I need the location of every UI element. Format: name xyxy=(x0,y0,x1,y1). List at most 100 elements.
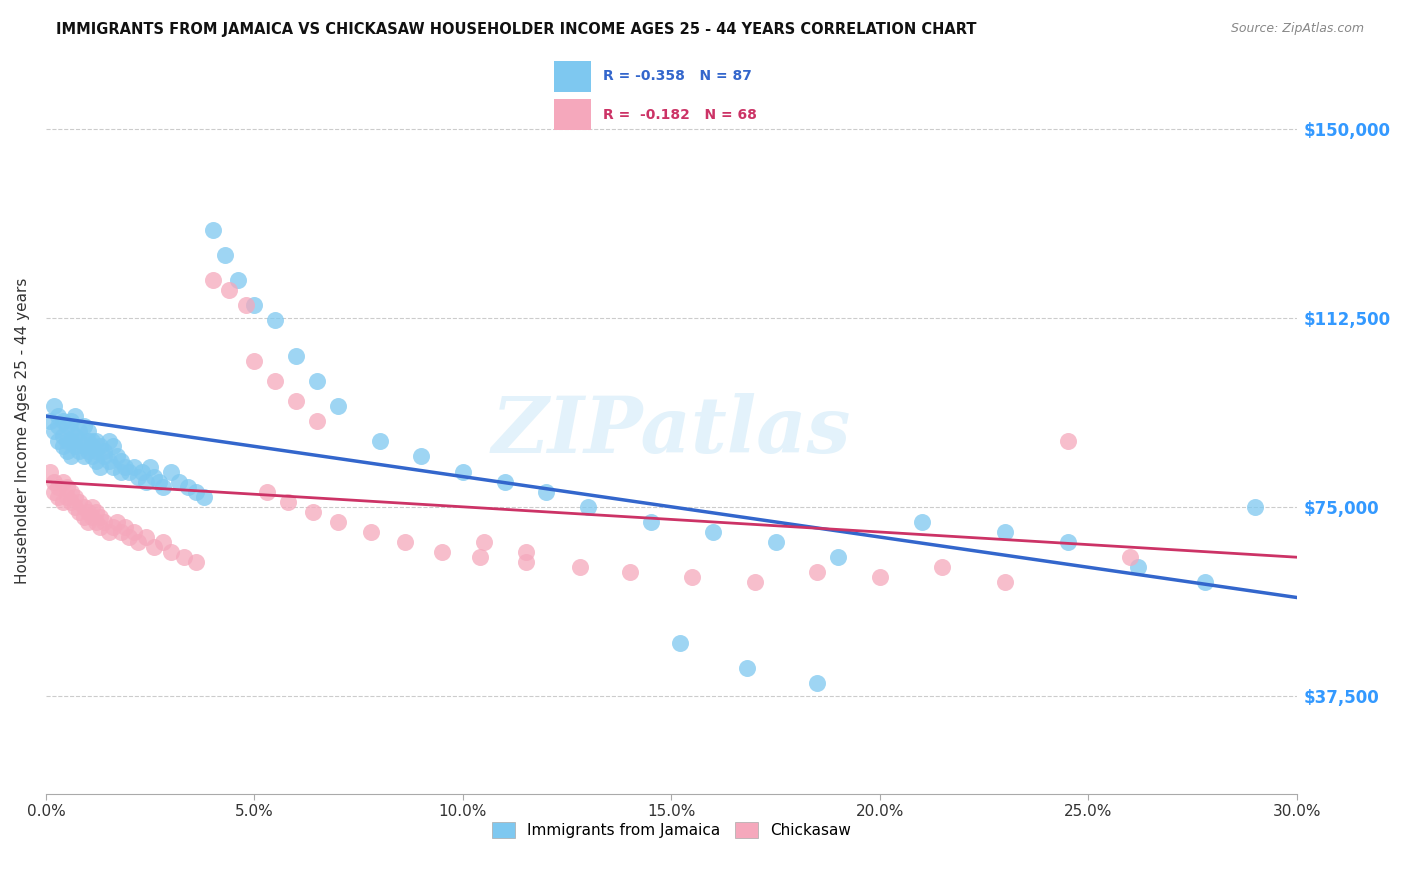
Point xyxy=(110,524,132,539)
Point xyxy=(52,495,75,509)
Point xyxy=(536,484,558,499)
Point xyxy=(668,636,690,650)
Point xyxy=(76,424,98,438)
Point xyxy=(143,540,166,554)
Point xyxy=(72,510,94,524)
Point xyxy=(44,399,66,413)
Point xyxy=(72,500,94,514)
Point xyxy=(56,434,79,449)
Point xyxy=(105,515,128,529)
Point xyxy=(101,459,124,474)
Point xyxy=(67,434,90,449)
Point xyxy=(184,484,207,499)
Point xyxy=(1194,575,1216,590)
Point xyxy=(84,515,107,529)
Point xyxy=(430,545,453,559)
Point xyxy=(806,676,828,690)
Point xyxy=(869,570,891,584)
Point xyxy=(193,490,215,504)
Point xyxy=(89,459,111,474)
Point xyxy=(127,469,149,483)
Point xyxy=(152,480,174,494)
Point xyxy=(101,439,124,453)
Point xyxy=(67,424,90,438)
Point xyxy=(201,273,224,287)
Point xyxy=(76,505,98,519)
Point xyxy=(619,566,641,580)
FancyBboxPatch shape xyxy=(554,99,591,130)
Point xyxy=(44,424,66,438)
Point xyxy=(80,439,103,453)
Point xyxy=(368,434,391,449)
Point xyxy=(72,419,94,434)
Point xyxy=(702,524,724,539)
Point xyxy=(264,374,287,388)
Point xyxy=(143,469,166,483)
Point xyxy=(72,439,94,453)
Point xyxy=(515,545,537,559)
Point xyxy=(59,414,82,428)
Point xyxy=(681,570,703,584)
Point xyxy=(911,515,934,529)
Point xyxy=(122,524,145,539)
Point xyxy=(80,434,103,449)
Point xyxy=(63,490,86,504)
Point xyxy=(765,535,787,549)
Point xyxy=(89,439,111,453)
Point xyxy=(63,429,86,443)
Point xyxy=(243,353,266,368)
Point xyxy=(52,475,75,489)
Point xyxy=(326,515,349,529)
Point xyxy=(451,465,474,479)
Point xyxy=(264,313,287,327)
Point xyxy=(568,560,591,574)
Point xyxy=(305,414,328,428)
Point xyxy=(59,484,82,499)
Point xyxy=(89,520,111,534)
Point xyxy=(994,575,1017,590)
Point xyxy=(101,520,124,534)
Point xyxy=(44,475,66,489)
Point xyxy=(76,434,98,449)
Point xyxy=(515,555,537,569)
Point xyxy=(76,515,98,529)
Point xyxy=(48,434,70,449)
Point xyxy=(48,419,70,434)
Point xyxy=(184,555,207,569)
Point xyxy=(285,394,308,409)
Point xyxy=(84,505,107,519)
Point xyxy=(59,450,82,464)
Point xyxy=(326,399,349,413)
Y-axis label: Householder Income Ages 25 - 44 years: Householder Income Ages 25 - 44 years xyxy=(15,278,30,584)
Point xyxy=(214,248,236,262)
Point xyxy=(302,505,325,519)
Point xyxy=(56,419,79,434)
Point xyxy=(97,524,120,539)
Point xyxy=(97,434,120,449)
Point xyxy=(93,444,115,458)
Point xyxy=(110,454,132,468)
Point xyxy=(97,454,120,468)
Point xyxy=(118,530,141,544)
Point xyxy=(139,459,162,474)
Point xyxy=(67,495,90,509)
Point xyxy=(135,475,157,489)
Point xyxy=(84,434,107,449)
Point xyxy=(1119,550,1142,565)
Text: Source: ZipAtlas.com: Source: ZipAtlas.com xyxy=(1230,22,1364,36)
Point xyxy=(169,475,191,489)
Point xyxy=(59,434,82,449)
Point xyxy=(411,450,433,464)
Point xyxy=(256,484,278,499)
Point xyxy=(160,465,183,479)
Point xyxy=(1128,560,1150,574)
Point xyxy=(93,515,115,529)
Point xyxy=(576,500,599,514)
Point xyxy=(80,500,103,514)
Point xyxy=(105,450,128,464)
Point xyxy=(360,524,382,539)
Point xyxy=(827,550,849,565)
Text: R = -0.358   N = 87: R = -0.358 N = 87 xyxy=(603,70,752,83)
Point xyxy=(127,535,149,549)
Point xyxy=(494,475,516,489)
